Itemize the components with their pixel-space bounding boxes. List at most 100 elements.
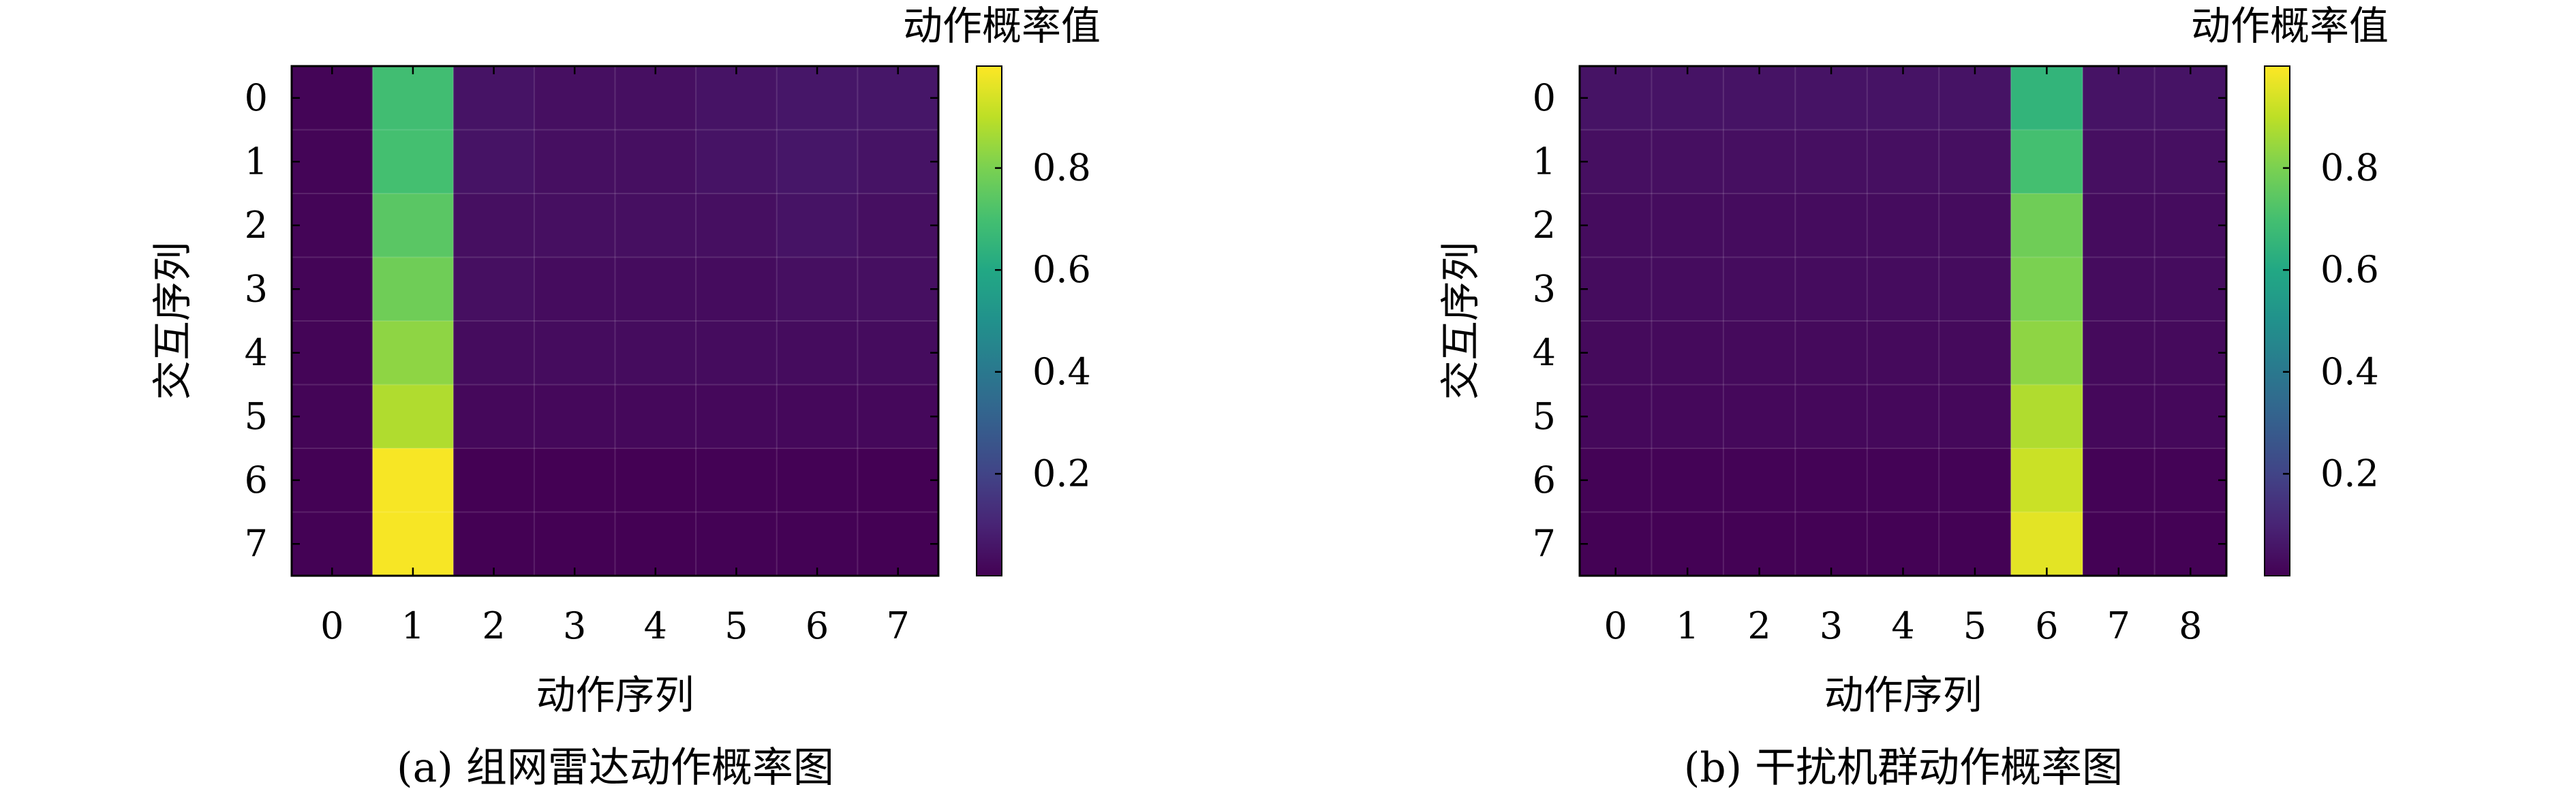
x-tick-label: 2 [1747, 604, 1770, 647]
x-tick-label: 0 [320, 604, 343, 647]
heatmap-cell [1795, 512, 1868, 576]
heatmap-cell [1580, 512, 1653, 576]
y-tick-label: 5 [1533, 395, 1556, 437]
heatmap-cell [453, 321, 535, 386]
y-tick-label: 0 [1533, 76, 1556, 119]
heatmap-cell [1867, 129, 1939, 194]
colorbar-tick-label: 0.2 [2320, 452, 2379, 495]
heatmap-cell [1723, 66, 1796, 131]
x-tick-label: 5 [1963, 604, 1987, 647]
heatmap-cell [1651, 321, 1724, 386]
heatmap-cell [453, 448, 535, 513]
heatmap-cell [1580, 129, 1653, 194]
heatmap-cell [1867, 512, 1939, 576]
heatmap-cell [292, 66, 373, 131]
heatmap-cell [1939, 321, 2012, 386]
heatmap-cell [1939, 257, 2012, 322]
heatmap-cell [1580, 448, 1653, 513]
y-tick-label: 5 [245, 395, 268, 437]
y-tick-label: 2 [1533, 204, 1556, 247]
heatmap-cell [776, 194, 858, 258]
heatmap-cell [1651, 512, 1724, 576]
heatmap-cell [2154, 448, 2227, 513]
heatmap-cell [2010, 257, 2083, 322]
heatmap-cell [857, 194, 939, 258]
heatmap-cell [696, 448, 778, 513]
heatmap-cell [372, 448, 454, 513]
colorbar-tick-label: 0.4 [1032, 350, 1091, 393]
heatmap-cell [776, 321, 858, 386]
x-tick-label: 0 [1604, 604, 1627, 647]
heatmap-cell [453, 129, 535, 194]
heatmap-cell [1651, 384, 1724, 449]
heatmap-cell [372, 194, 454, 258]
heatmap-cell [453, 512, 535, 576]
heatmap-cell [1795, 66, 1868, 131]
heatmap-cell [1580, 66, 1653, 131]
heatmap-cell [534, 448, 616, 513]
heatmap-cell [534, 66, 616, 131]
heatmap-cell [857, 66, 939, 131]
heatmap-cell [534, 257, 616, 322]
heatmap-cell [2010, 129, 2083, 194]
y-tick-label: 0 [245, 76, 268, 119]
heatmap-cell [1939, 194, 2012, 258]
figure-caption: (b) 干扰机群动作概率图 [1684, 744, 2123, 792]
heatmap-cell [1580, 384, 1653, 449]
heatmap-cell [696, 321, 778, 386]
heatmap-cell [1867, 448, 1939, 513]
y-tick-label: 3 [1533, 267, 1556, 310]
heatmap-cell [453, 194, 535, 258]
heatmap-cell [292, 129, 373, 194]
heatmap-cell [1723, 257, 1796, 322]
heatmap-cell [1939, 384, 2012, 449]
heatmap-cell [857, 512, 939, 576]
heatmap-cell [2154, 257, 2227, 322]
y-tick-label: 3 [245, 267, 268, 310]
x-tick-label: 1 [1676, 604, 1699, 647]
heatmap-panel: 0 1 2 3 4 5 6 7 0 1 2 3 4 5 6 7 动作序列 交互序列 0.2 0.4 0.6 0.8 动作概率… [149, 3, 1101, 792]
heatmap-cell [453, 257, 535, 322]
heatmap-cell [1651, 66, 1724, 131]
heatmap-cell [696, 129, 778, 194]
x-tick-label: 3 [1820, 604, 1843, 647]
heatmap-cell [1651, 129, 1724, 194]
heatmap-cell [1939, 66, 2012, 131]
heatmap-cell [292, 321, 373, 386]
heatmap-cell [615, 512, 696, 576]
heatmap-cell [776, 512, 858, 576]
heatmap-cell [857, 129, 939, 194]
heatmap-cell [534, 512, 616, 576]
colorbar-tick-label: 0.6 [1032, 248, 1091, 291]
heatmap-cell [2083, 194, 2156, 258]
heatmap-cell [292, 194, 373, 258]
heatmap-cell [857, 448, 939, 513]
heatmap-cell [2010, 384, 2083, 449]
heatmap-cell [534, 129, 616, 194]
heatmap-cell [372, 512, 454, 576]
heatmap-cell [534, 321, 616, 386]
heatmap-cell [1651, 194, 1724, 258]
plot-frame [290, 65, 940, 577]
heatmap-cell [372, 129, 454, 194]
figure-caption: (a) 组网雷达动作概率图 [397, 744, 834, 792]
heatmap-cell [2010, 194, 2083, 258]
heatmap-cell [1867, 384, 1939, 449]
y-tick-label: 1 [1533, 140, 1556, 183]
x-tick-label: 2 [482, 604, 505, 647]
x-tick-label: 1 [401, 604, 425, 647]
heatmap-cell [696, 66, 778, 131]
heatmap-cell [1867, 194, 1939, 258]
heatmap-cell [2083, 321, 2156, 386]
colorbar-tick-label: 0.8 [2320, 146, 2379, 189]
heatmap-cell [857, 384, 939, 449]
heatmap-cell [696, 512, 778, 576]
heatmap-cell [2083, 448, 2156, 513]
x-tick-label: 6 [2035, 604, 2058, 647]
heatmap-cell [372, 384, 454, 449]
heatmap-cell [696, 384, 778, 449]
heatmap-cell [1939, 448, 2012, 513]
x-tick-label: 8 [2179, 604, 2202, 647]
